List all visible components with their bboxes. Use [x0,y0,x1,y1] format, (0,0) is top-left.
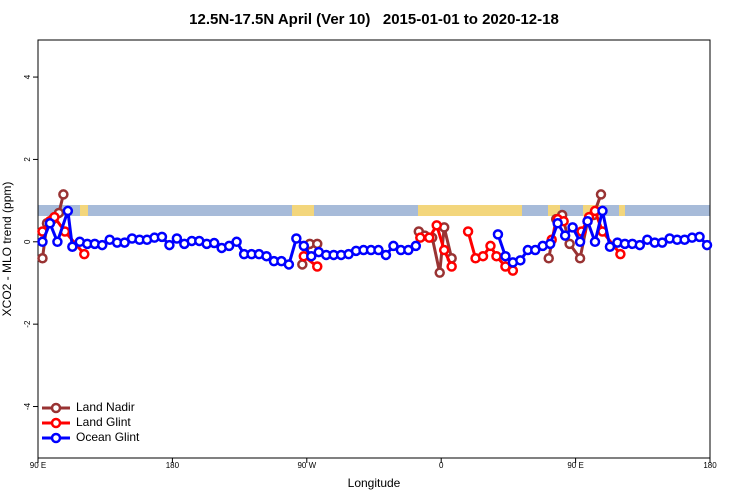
point [298,240,310,252]
point [156,231,168,243]
point [164,239,175,251]
point [380,249,392,261]
map-band [38,205,710,216]
point [634,239,646,251]
x-tick-label: 90 E [30,461,46,470]
y-tick-label: 2 [23,157,32,162]
x-tick-label: 90 W [297,461,316,470]
land-patch [548,205,560,216]
point [543,253,554,264]
x-tick-label: 0 [439,461,444,470]
point [415,232,426,243]
point [492,229,504,240]
point [564,238,575,250]
legend-marker [50,402,62,414]
land-patch [292,205,314,216]
land-patch [619,205,625,216]
point [582,215,593,227]
point [574,236,586,248]
point [171,233,183,244]
point [373,244,384,256]
point [424,232,435,243]
point [312,238,323,250]
x-tick-label: 180 [703,461,717,470]
point [462,226,474,237]
point [559,230,571,241]
point [223,240,235,252]
point [597,205,608,217]
point [694,231,705,243]
land-patch [418,205,522,216]
point [291,233,302,244]
x-tick-label: 90 E [567,461,583,470]
y-tick-label: 0 [23,239,32,244]
point [574,253,586,264]
point [485,240,496,252]
legend-marker [50,432,62,444]
point [297,259,308,270]
point [52,236,63,248]
point [500,250,511,262]
y-tick-label: -2 [23,320,32,328]
point [431,220,442,231]
point [208,237,220,249]
point [589,236,601,248]
point [477,250,489,262]
point [261,250,272,262]
point [283,259,295,270]
point [231,236,242,248]
point [388,240,399,252]
point [58,189,69,200]
ocean-band [38,205,710,216]
land-patch [80,205,88,216]
point [438,244,450,256]
point [544,238,556,250]
point [67,241,78,252]
point [403,244,414,256]
point [615,248,626,260]
point [96,239,108,251]
point [515,255,526,266]
point [410,240,422,252]
legend-marker [50,417,62,429]
point [552,218,563,229]
point [37,236,48,248]
point [79,248,90,260]
point [62,205,74,217]
point [701,239,713,251]
y-axis-label: XCO2 - MLO trend (ppm) [0,182,14,317]
point [119,237,130,248]
chart-title: 12.5N-17.5N April (Ver 10) 2015-01-01 to… [189,11,559,28]
point [656,237,668,248]
point [595,189,607,200]
point [312,261,323,272]
y-tick-label: 4 [23,74,32,79]
point [44,218,56,229]
point [604,241,616,252]
x-axis-label: Longitude [348,476,401,490]
legend-label: Ocean Glint [76,430,140,444]
point [306,250,317,262]
point [446,261,457,272]
x-tick-label: 180 [166,461,180,470]
point [434,267,445,278]
point [507,265,519,276]
point [567,222,578,233]
legend-label: Land Nadir [76,400,135,414]
point [530,244,541,256]
point [491,250,502,262]
point [37,253,48,264]
legend-label: Land Glint [76,415,131,429]
point [500,261,511,272]
y-tick-label: -4 [23,402,32,410]
